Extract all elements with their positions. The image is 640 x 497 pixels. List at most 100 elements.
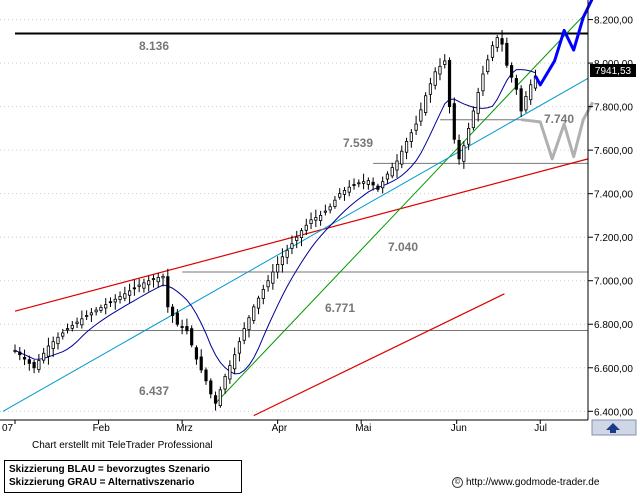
candle-body: [524, 96, 528, 111]
cyan-uptrend: [2, 77, 589, 412]
candle-body: [256, 297, 261, 309]
candle-body: [89, 312, 93, 316]
candle-body: [519, 88, 523, 112]
y-tick-label: 8.200,00: [594, 16, 633, 27]
candle-body: [428, 83, 433, 95]
candle-body: [295, 236, 299, 241]
last-price-label: 7941,53: [595, 66, 632, 77]
candle-body: [175, 312, 179, 325]
candle-body: [190, 328, 194, 346]
level-label: 6.437: [139, 384, 169, 398]
candle-body: [342, 190, 347, 195]
candle-body: [218, 389, 222, 407]
candle-body: [70, 324, 74, 329]
candle-body: [371, 181, 375, 186]
candle-body: [142, 282, 146, 289]
candle-body: [266, 280, 270, 288]
candle-body: [137, 284, 141, 287]
site-link[interactable]: © http://www.godmode-trader.de: [452, 477, 599, 488]
candle-body: [247, 317, 251, 330]
candle-body: [414, 123, 418, 131]
candle-body: [390, 167, 394, 177]
candle-body: [242, 328, 246, 341]
candle-body: [194, 347, 199, 360]
candle-body: [276, 264, 280, 273]
candle-body: [529, 84, 533, 101]
green-uptrend: [215, 10, 589, 404]
candle-body: [80, 318, 84, 326]
candle-body: [476, 92, 480, 114]
candle-body: [113, 298, 117, 303]
candle-body: [37, 360, 41, 370]
candle-body: [237, 341, 242, 354]
candle-body: [419, 109, 423, 122]
blue-scenario: [534, 0, 594, 87]
candle-body: [118, 296, 122, 300]
candle-body: [199, 356, 203, 371]
level-label: 7.040: [388, 240, 418, 254]
corner-icon[interactable]: [591, 419, 637, 436]
candle-body: [443, 60, 447, 65]
candle-body: [161, 275, 165, 279]
x-tick-label: Mai: [355, 423, 371, 434]
candle-body: [486, 59, 490, 73]
y-tick-label: 7.400,00: [594, 190, 633, 201]
candle-body: [366, 180, 370, 185]
legend-grey: Skizzierung GRAU = Alternativszenario: [9, 477, 195, 488]
y-tick-label: 6.800,00: [594, 320, 633, 331]
candle-body: [85, 315, 89, 317]
site-url: http://www.godmode-trader.de: [466, 477, 600, 489]
candle-body: [280, 256, 285, 266]
y-tick-label: 7.000,00: [594, 277, 633, 288]
candle-body: [185, 326, 189, 332]
candle-body: [357, 182, 361, 185]
chart-credit: Chart erstellt mit TeleTrader Profession…: [32, 440, 213, 451]
candle-body: [147, 280, 151, 286]
level-label: 8.136: [139, 39, 169, 53]
candle-body: [61, 332, 65, 337]
candle-body: [204, 369, 208, 382]
candle-body: [495, 37, 499, 48]
candle-body: [51, 341, 55, 349]
candle-body: [151, 278, 156, 280]
candle-body: [27, 359, 31, 364]
candles: [13, 30, 538, 411]
candle-body: [400, 150, 404, 165]
candle-body: [481, 73, 485, 92]
candle-body: [457, 139, 461, 160]
price-chart: 8.136 7.539 7.040 6.771 6.437 7.740 8.200,00 8…: [0, 0, 637, 436]
x-tick-label: Mrz: [176, 423, 193, 434]
candle-body: [433, 71, 437, 86]
last-price-tag: 7941,53: [590, 64, 636, 77]
y-tick-label: 7.600,00: [594, 146, 633, 157]
candle-body: [132, 287, 136, 290]
candle-body: [333, 199, 337, 207]
level-label: 7.740: [544, 112, 574, 126]
candle-body: [338, 193, 342, 198]
candle-body: [514, 78, 518, 90]
candle-body: [438, 65, 442, 75]
candle-body: [376, 185, 380, 190]
candle-body: [170, 306, 175, 316]
candle-body: [505, 42, 509, 66]
candle-body: [404, 141, 409, 153]
copyright-icon: ©: [452, 477, 463, 488]
candle-body: [209, 380, 213, 395]
red-longterm-trend: [253, 293, 505, 417]
candle-body: [123, 293, 127, 299]
candle-body: [99, 306, 103, 311]
level-labels: 8.136 7.539 7.040 6.771 6.437 7.740: [139, 39, 574, 398]
candle-body: [228, 365, 232, 380]
candle-body: [347, 186, 351, 193]
candle-body: [385, 173, 390, 180]
candle-body: [75, 321, 79, 324]
x-tick-label: 07: [2, 423, 14, 434]
candle-body: [127, 290, 132, 296]
candle-body: [361, 181, 366, 184]
candle-body: [409, 132, 413, 142]
candle-body: [328, 206, 332, 211]
candle-body: [233, 354, 237, 370]
candle-body: [22, 357, 27, 360]
level-label: 7.539: [343, 136, 373, 150]
candle-body: [490, 45, 495, 58]
